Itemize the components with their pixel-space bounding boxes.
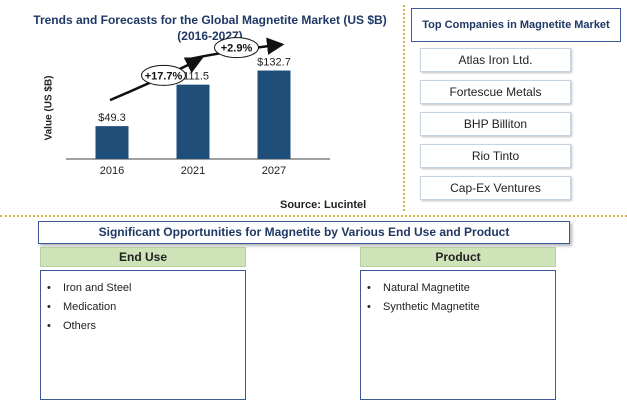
growth-label: +2.9%: [221, 43, 253, 55]
data-label: $49.3: [98, 112, 126, 124]
growth-oval: [141, 64, 186, 86]
company-item: Fortescue Metals: [420, 80, 571, 104]
bar: [257, 70, 291, 159]
product-item: • Synthetic Magnetite: [361, 298, 555, 317]
chart-title-line-1: Trends and Forecasts for the Global Magn…: [33, 13, 387, 27]
bullet-icon: •: [367, 282, 371, 294]
bullet-icon: •: [47, 301, 51, 313]
end-use-list: • Iron and Steel • Medication • Others: [41, 279, 245, 336]
company-item: Rio Tinto: [420, 144, 571, 168]
product-list: • Natural Magnetite • Synthetic Magnetite: [361, 279, 555, 317]
product-item-label: Natural Magnetite: [383, 282, 470, 294]
opportunities-title: Significant Opportunities for Magnetite …: [38, 221, 570, 244]
end-use-heading: End Use: [40, 247, 246, 267]
company-item: Cap-Ex Ventures: [420, 176, 571, 200]
product-item: • Natural Magnetite: [361, 279, 555, 298]
bullet-icon: •: [47, 320, 51, 332]
product-heading: Product: [360, 247, 556, 267]
product-item-label: Synthetic Magnetite: [383, 301, 480, 313]
x-tick-label: 2027: [262, 165, 286, 177]
horizontal-divider: [0, 215, 627, 217]
data-label: $132.7: [257, 57, 291, 69]
end-use-panel: • Iron and Steel • Medication • Others: [40, 270, 246, 400]
end-use-item: • Others: [41, 317, 245, 336]
company-item: Atlas Iron Ltd.: [420, 48, 571, 72]
companies-title: Top Companies in Magnetite Market: [411, 8, 621, 42]
company-item: BHP Billiton: [420, 112, 571, 136]
end-use-item-label: Iron and Steel: [63, 282, 132, 294]
end-use-item: • Iron and Steel: [41, 279, 245, 298]
end-use-item: • Medication: [41, 298, 245, 317]
end-use-item-label: Others: [63, 320, 97, 332]
growth-label: +17.7%: [145, 70, 183, 82]
bar: [176, 84, 210, 159]
bullet-icon: •: [367, 301, 371, 313]
vertical-divider: [403, 5, 405, 211]
end-use-item-label: Medication: [63, 301, 117, 313]
bar: [95, 126, 129, 159]
x-tick-label: 2016: [100, 165, 124, 177]
growth-oval: [214, 37, 259, 59]
chart-source: Source: Lucintel: [280, 199, 367, 211]
bullet-icon: •: [47, 282, 51, 294]
x-tick-label: 2021: [181, 165, 205, 177]
product-panel: • Natural Magnetite • Synthetic Magnetite: [360, 270, 556, 400]
